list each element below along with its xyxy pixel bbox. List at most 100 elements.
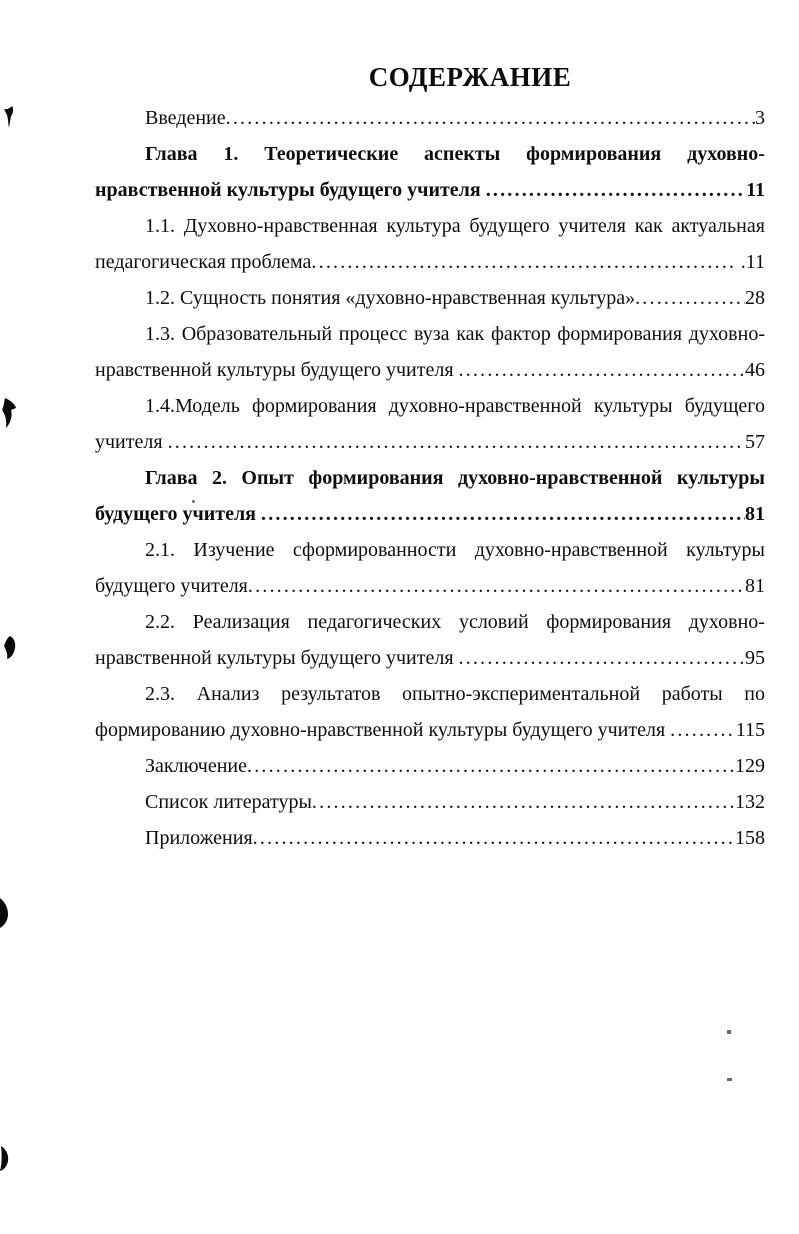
- toc-line-word: как: [456, 323, 485, 345]
- scan-speck: [192, 500, 195, 503]
- dot-leader: [459, 640, 745, 676]
- ink-blot-artifact: [4, 636, 16, 659]
- toc-line-word: духовно-нравственной: [474, 539, 668, 561]
- toc-line-word: по: [744, 683, 765, 705]
- scan-speck: [727, 1078, 732, 1081]
- toc-line: Введение 3: [95, 100, 765, 136]
- dot-leader: [312, 784, 735, 820]
- toc-line-word: культуры: [686, 539, 765, 561]
- toc-line: нравственной культуры будущего учителя 4…: [95, 352, 765, 388]
- ink-blot-artifact: [4, 106, 14, 128]
- toc-line-word: 2.: [211, 467, 227, 489]
- toc-page-number: 46: [745, 359, 765, 381]
- toc-line-word: духовно-: [688, 323, 765, 345]
- toc-page-number: 3: [755, 107, 765, 129]
- toc-line-word: формирования: [308, 467, 444, 489]
- toc-entry-text: Список литературы: [145, 791, 312, 813]
- toc-entry-text: нравственной культуры будущего учителя: [95, 179, 486, 201]
- toc-line-word: Реализация: [192, 611, 290, 633]
- toc-line-word: Анализ: [196, 683, 260, 705]
- toc-line-word: формирования: [526, 143, 662, 165]
- toc-line: Глава 2. Опыт формирования духовно-нравствен…: [95, 460, 765, 496]
- toc-line-word: 1.3.: [145, 323, 175, 345]
- toc-page-number: 132: [735, 791, 765, 813]
- toc-line: Список литературы 132: [95, 784, 765, 820]
- ink-blot-artifact: [0, 898, 8, 928]
- toc-page-number: 158: [735, 827, 765, 849]
- toc-line: педагогическая проблема .11: [95, 244, 765, 280]
- toc-line: учителя 57: [95, 424, 765, 460]
- toc-line-word: будущего: [684, 395, 765, 417]
- toc-line-word: Образовательный: [181, 323, 333, 345]
- dot-leader: [459, 352, 745, 388]
- dot-leader: [670, 712, 736, 748]
- table-of-contents: Введение 3 Глава 1. Теоретические аспекты форм…: [95, 100, 765, 856]
- toc-line-word: актуальная: [671, 215, 765, 237]
- toc-line-word: духовно-: [687, 143, 765, 165]
- toc-line-word: культура: [386, 215, 461, 237]
- ink-blot-artifact: [2, 398, 16, 428]
- toc-line-word: Опыт: [241, 467, 294, 489]
- dot-leader: [311, 244, 735, 280]
- toc-line-word: процесс: [338, 323, 408, 345]
- toc-line: 2.3. Анализ результатов опытно-эксперимента…: [95, 676, 765, 712]
- toc-line-word: духовно-нравственной: [388, 395, 582, 417]
- toc-page-number: 81: [745, 575, 765, 597]
- toc-line: 2.1. Изучение сформированности духовно-нрав…: [95, 532, 765, 568]
- toc-line-word: педагогических: [307, 611, 442, 633]
- toc-line-word: 2.1.: [145, 539, 175, 561]
- toc-line-word: Духовно-нравственная: [183, 215, 378, 237]
- toc-line-word: Глава: [145, 467, 198, 489]
- toc-line: будущего учителя 81: [95, 496, 765, 532]
- toc-line-word: фактор: [490, 323, 551, 345]
- toc-line-word: 1.4.Модель: [145, 395, 240, 417]
- toc-line-word: работы: [661, 683, 723, 705]
- toc-entry-text: будущего учителя: [95, 575, 248, 597]
- toc-line-word: опытно-экспериментальной: [402, 683, 641, 705]
- toc-line-word: 2.2.: [145, 611, 175, 633]
- toc-line-word: будущего: [469, 215, 550, 237]
- ink-blot-artifact: [0, 1146, 9, 1171]
- scan-speck: [727, 1030, 731, 1034]
- dot-leader: [486, 172, 746, 208]
- toc-page-number: 81: [745, 503, 765, 525]
- toc-line-word: учителя: [558, 215, 626, 237]
- dot-leader: [248, 568, 745, 604]
- toc-line-word: условий: [458, 611, 529, 633]
- toc-entry-text: 1.2. Сущность понятия «духовно-нравствен…: [145, 287, 636, 309]
- dot-leader: [168, 424, 745, 460]
- toc-page-number: 115: [735, 719, 765, 741]
- page-title: СОДЕРЖАНИЕ: [368, 62, 572, 92]
- toc-line: Глава 1. Теоретические аспекты формирования д…: [95, 136, 765, 172]
- toc-line: 1.1. Духовно-нравственная культура будущего…: [95, 208, 765, 244]
- toc-entry-text: формированию духовно-нравственной культу…: [95, 719, 671, 741]
- toc-entry-text: будущего учителя: [95, 503, 261, 525]
- toc-line-word: духовно-: [688, 611, 765, 633]
- toc-line-word: формирования: [557, 323, 683, 345]
- toc-entry-text: учителя: [95, 431, 168, 453]
- toc-entry-text: педагогическая проблема: [95, 251, 312, 273]
- toc-line-word: формирования: [546, 611, 672, 633]
- toc-line: 1.2. Сущность понятия «духовно-нравствен…: [95, 280, 765, 316]
- toc-entry-text: Введение: [145, 107, 226, 129]
- dot-leader: [635, 280, 745, 316]
- toc-line-word: 1.: [223, 143, 239, 165]
- toc-line: формированию духовно-нравственной культу…: [95, 712, 765, 748]
- toc-line-word: формирования: [251, 395, 377, 417]
- toc-line: нравственной культуры будущего учителя 9…: [95, 640, 765, 676]
- toc-page-number: 11: [746, 179, 765, 201]
- toc-line-word: Теоретические: [264, 143, 399, 165]
- toc-line-word: сформированности: [292, 539, 457, 561]
- dot-leader: [247, 748, 735, 784]
- toc-line-word: культуры: [593, 395, 673, 417]
- toc-entry-text: нравственной культуры будущего учителя: [95, 359, 459, 381]
- dot-leader: [253, 820, 735, 856]
- toc-entry-text: Приложения: [145, 827, 253, 849]
- toc-entry-text: нравственной культуры будущего учителя: [95, 647, 459, 669]
- toc-line: Приложения 158: [95, 820, 765, 856]
- toc-page-number: 28: [745, 287, 765, 309]
- toc-page-number: 95: [745, 647, 765, 669]
- toc-line-word: духовно-нравственной: [457, 467, 663, 489]
- toc-line: 2.2. Реализация педагогических условий форми…: [95, 604, 765, 640]
